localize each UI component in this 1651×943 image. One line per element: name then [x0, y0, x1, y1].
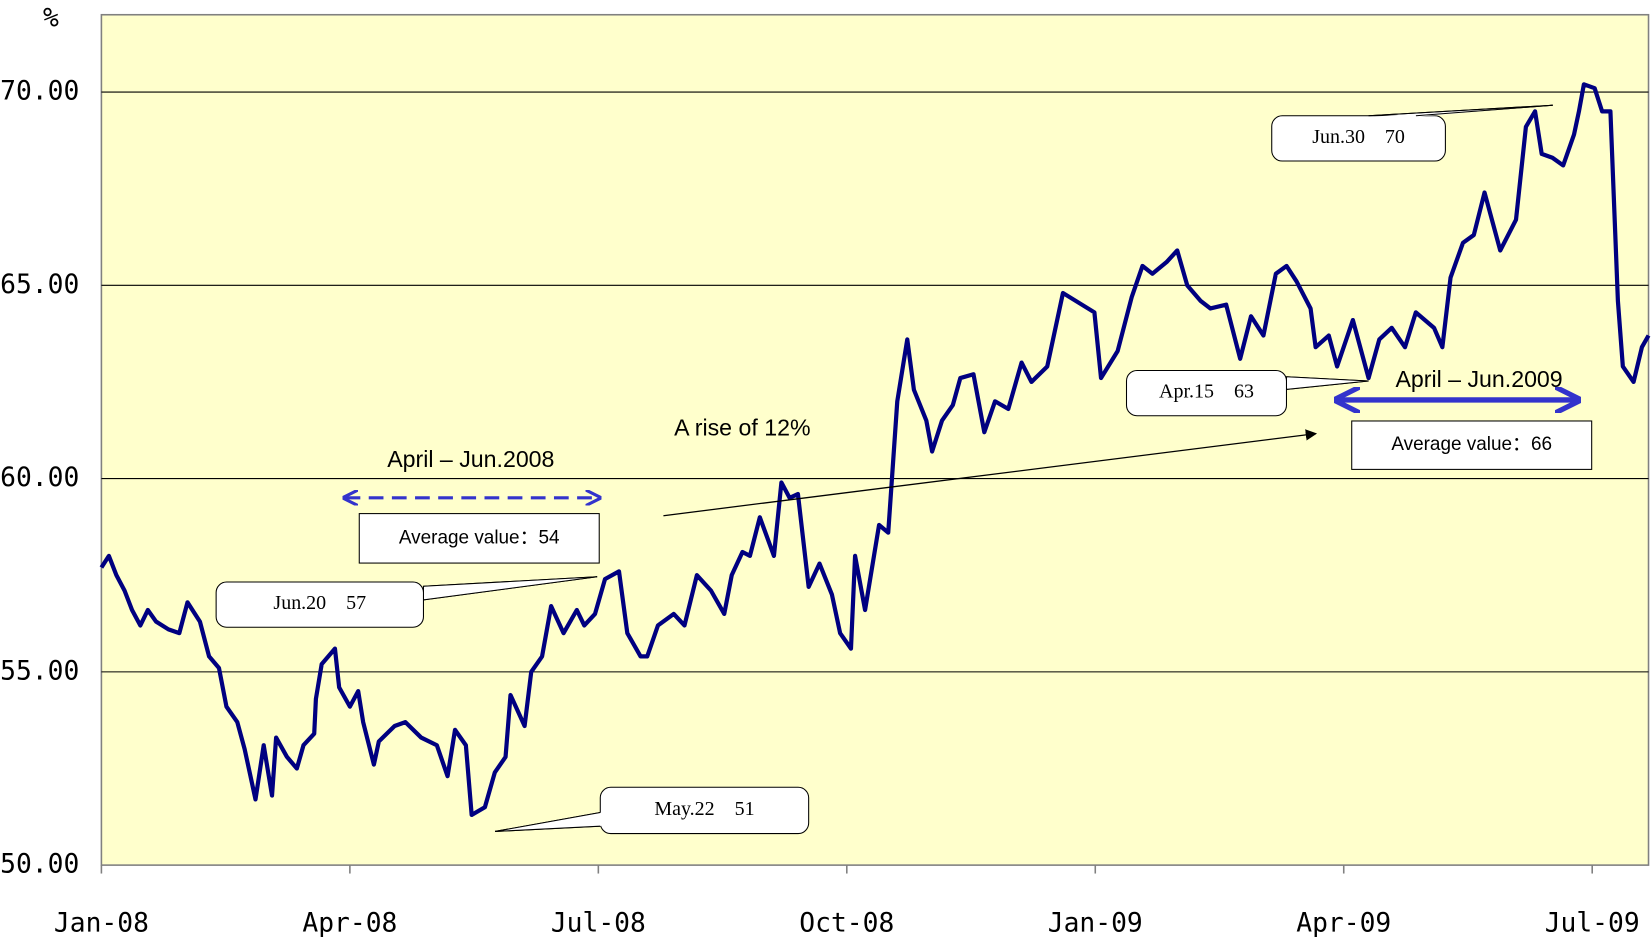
y-tick-label: 55.00	[0, 656, 79, 686]
rise-arrow	[663, 429, 1318, 517]
y-tick-label: 70.00	[0, 77, 79, 107]
x-tick-label: Jan-09	[1048, 909, 1143, 939]
callout-text: Jun.20 57	[273, 592, 366, 614]
callout-text: Apr.15 63	[1159, 381, 1254, 403]
average-box	[1351, 420, 1593, 470]
average-text: Average value：66	[1391, 434, 1552, 455]
callout-edge	[1368, 104, 1553, 117]
average-box	[358, 513, 600, 564]
x-tick-label: Jan-08	[54, 909, 149, 939]
x-tick-label: Oct-08	[799, 909, 894, 939]
callout-edge	[1415, 104, 1553, 117]
y-tick-label: 50.00	[0, 850, 79, 880]
y-unit: %	[43, 3, 59, 33]
x-tick-label: Jul-08	[551, 909, 646, 939]
callout-edge	[494, 811, 601, 832]
callout-edge	[423, 576, 598, 587]
average-text: Average value：54	[399, 527, 560, 548]
period-label: April – Jun.2009	[1395, 366, 1562, 392]
x-tick-label: Jul-09	[1545, 909, 1640, 939]
period-label: April – Jun.2008	[387, 446, 554, 472]
data-line	[99, 82, 1651, 818]
rise-label: A rise of 12%	[674, 415, 810, 441]
callout-box	[599, 786, 810, 835]
x-tick-label: Apr-08	[302, 909, 397, 939]
y-tick-label: 65.00	[0, 270, 79, 300]
callout-box	[215, 581, 424, 628]
callout-edge	[1286, 376, 1369, 382]
y-tick-label: 60.00	[0, 463, 79, 493]
callout-edge	[423, 576, 598, 601]
callout-edge	[495, 825, 601, 832]
callout-text: May.22 51	[654, 798, 754, 820]
callout-box	[1125, 369, 1288, 417]
callout-box	[1271, 115, 1446, 162]
callout-text: Jun.30 70	[1312, 126, 1405, 148]
x-tick-label: Apr-09	[1296, 909, 1391, 939]
callout-edge	[1286, 380, 1369, 390]
